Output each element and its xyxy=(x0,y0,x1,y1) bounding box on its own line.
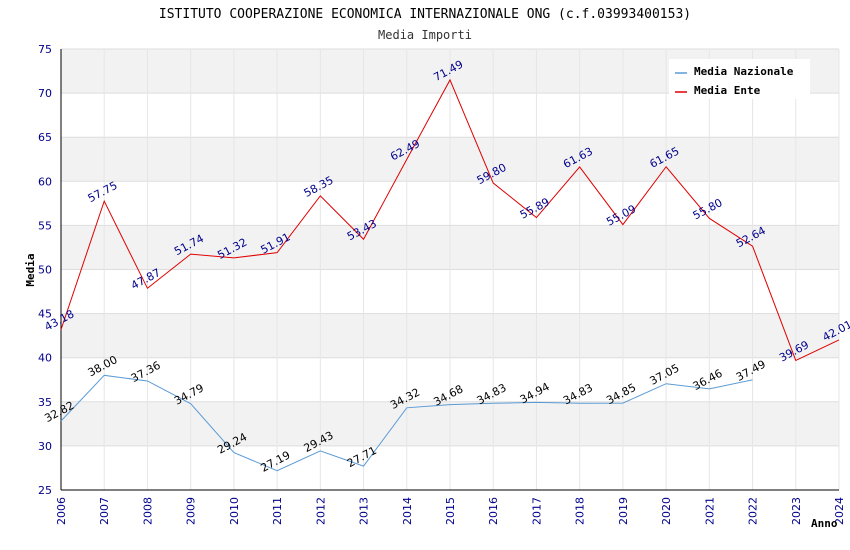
y-tick-labels: 25 30 35 40 45 50 55 60 65 70 75 xyxy=(38,43,52,497)
x-tick-label: 2016 xyxy=(487,497,500,525)
x-tick-label: 2009 xyxy=(185,497,198,525)
series-lines xyxy=(60,78,840,472)
x-tick-label: 2007 xyxy=(98,497,111,525)
y-tick-label: 40 xyxy=(38,352,52,365)
x-tick-label: 2013 xyxy=(358,497,371,525)
x-tick-label: 2017 xyxy=(530,497,543,525)
x-axis-label: Anno xyxy=(811,517,838,530)
x-tick-label: 2022 xyxy=(747,497,760,525)
x-tick-labels: 2006 2007 2008 2009 2010 2011 2012 2013 2014 2015… xyxy=(55,497,846,525)
y-tick-label: 75 xyxy=(38,43,52,56)
series-line-media-nazionale xyxy=(60,374,753,472)
x-tick-label: 2010 xyxy=(228,497,241,525)
x-tick-label: 2020 xyxy=(660,497,673,525)
x-tick-label: 2015 xyxy=(444,497,457,525)
x-tick-label: 2008 xyxy=(141,497,154,525)
y-tick-label: 65 xyxy=(38,131,52,144)
y-tick-label: 50 xyxy=(38,264,52,277)
x-tick-label: 2019 xyxy=(617,497,630,525)
legend-label-media-nazionale: Media Nazionale xyxy=(694,65,794,78)
y-tick-label: 55 xyxy=(38,219,52,232)
y-tick-label: 70 xyxy=(38,87,52,100)
x-tick-label: 2006 xyxy=(55,497,68,525)
y-tick-label: 35 xyxy=(38,396,52,409)
x-tick-label: 2023 xyxy=(790,497,803,525)
axes xyxy=(60,49,839,491)
chart-title: ISTITUTO COOPERAZIONE ECONOMICA INTERNAZ… xyxy=(159,7,691,22)
legend-label-media-ente: Media Ente xyxy=(694,84,761,97)
y-tick-label: 45 xyxy=(38,308,52,321)
x-tick-label: 2012 xyxy=(314,497,327,525)
series-line-media-ente xyxy=(60,78,840,362)
y-tick-label: 25 xyxy=(38,484,52,497)
x-tick-label: 2021 xyxy=(703,497,716,525)
y-tick-label: 30 xyxy=(38,440,52,453)
y-tick-label: 60 xyxy=(38,175,52,188)
x-tick-label: 2018 xyxy=(574,497,587,525)
x-tick-label: 2014 xyxy=(401,497,414,525)
legend-box xyxy=(669,59,810,99)
x-tick-label: 2011 xyxy=(271,497,284,525)
x-tick-label: 2024 xyxy=(833,497,846,525)
legend: Media Nazionale Media Ente xyxy=(669,59,810,99)
chart-subtitle: Media Importi xyxy=(378,28,472,42)
y-axis-label: Media xyxy=(24,253,37,286)
